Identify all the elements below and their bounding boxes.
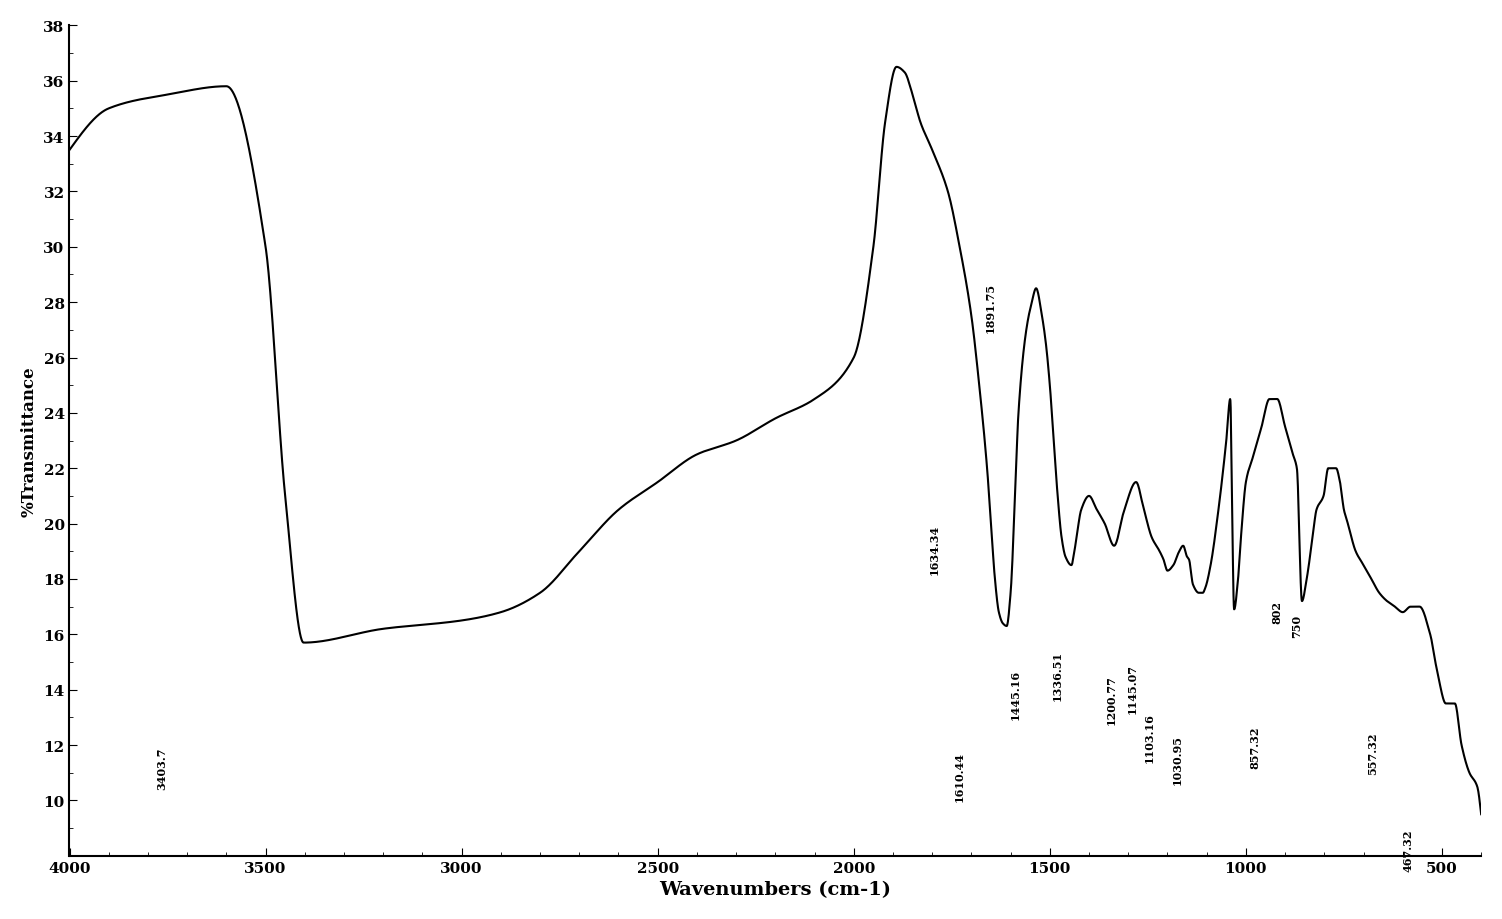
Text: 857.32: 857.32	[1250, 726, 1260, 768]
Text: 802: 802	[1271, 600, 1283, 623]
Y-axis label: %Transmittance: %Transmittance	[21, 366, 38, 516]
X-axis label: Wavenumbers (cm-1): Wavenumbers (cm-1)	[659, 880, 891, 898]
Text: 750: 750	[1292, 614, 1302, 637]
Text: 1030.95: 1030.95	[1172, 734, 1182, 784]
Text: 557.32: 557.32	[1367, 732, 1377, 774]
Text: 1634.34: 1634.34	[928, 524, 940, 574]
Text: 1610.44: 1610.44	[954, 751, 964, 800]
Text: 1145.07: 1145.07	[1126, 664, 1139, 713]
Text: 1336.51: 1336.51	[1051, 650, 1063, 700]
Text: 1200.77: 1200.77	[1105, 675, 1116, 724]
Text: 1445.16: 1445.16	[1009, 669, 1020, 720]
Text: 3403.7: 3403.7	[156, 746, 168, 789]
Text: 1103.16: 1103.16	[1143, 712, 1155, 762]
Text: 467.32: 467.32	[1403, 828, 1413, 870]
Text: 1891.75: 1891.75	[985, 282, 996, 332]
